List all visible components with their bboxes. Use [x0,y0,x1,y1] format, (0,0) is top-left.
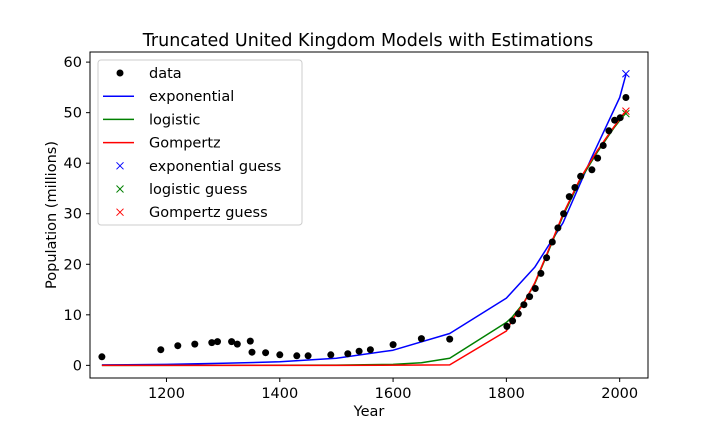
data-point [622,94,630,101]
data-point [509,317,517,325]
data-point [560,210,568,218]
data-point [599,142,607,149]
data-point [98,353,106,361]
data-point [565,193,573,201]
data-point [233,340,241,348]
y-tick-label: 10 [64,308,82,324]
data-point [157,346,165,354]
data-point [389,341,397,349]
legend-marker [116,161,124,170]
data-point [577,172,585,180]
data-point [514,310,522,318]
data-point [248,348,256,356]
data-point [304,352,312,360]
data-point [554,224,562,232]
legend-item-exponential-guess: exponential guess [116,159,281,175]
data-point [293,352,301,360]
legend-item-gompertz-guess: Gompertz guess [116,205,268,221]
legend-label: exponential guess [149,159,281,175]
data-point [355,347,363,355]
legend-label: logistic [149,112,200,128]
data-point [503,322,511,330]
legend-item-logistic-guess: logistic guess [116,182,247,198]
axes-frame [89,51,649,379]
guess-marker-gompertz-guess [622,107,630,115]
series-line-exponential [101,74,627,366]
legend-item-exponential: exponential [103,89,234,105]
data-point [214,338,221,346]
x-tick-label: 1600 [375,386,412,402]
legend-marker [116,185,124,193]
data-point [543,254,551,262]
legend-label: logistic guess [149,182,247,198]
data-point [417,335,425,343]
data-point [616,114,624,122]
legend-label: data [149,66,182,82]
data-point [262,349,270,357]
y-tick-label: 30 [64,207,82,223]
data-point [520,301,528,309]
data-point [366,346,374,354]
legend: data exponential logistic Gompertz exponenti… [97,59,303,226]
x-axis: 1200 1400 1600 1800 2000 [148,378,638,402]
data-point [191,340,199,348]
guess-marker-logistic-guess [622,109,630,118]
data-point [246,337,254,345]
data-point [611,116,619,124]
legend-item-logistic: logistic [103,112,200,128]
data-point [208,339,216,347]
data-point [531,285,539,292]
y-tick-label: 40 [64,156,82,172]
legend-marker [116,208,124,217]
data-point [526,293,534,301]
legend-item-data: data [116,66,182,82]
data-point [605,127,613,135]
guess-marker-exponential-guess [622,69,630,78]
series-line-gompertz [101,110,627,367]
data-point [594,154,602,162]
data-point [588,166,596,174]
y-tick-label: 0 [73,358,82,374]
y-tick-label: 50 [64,106,82,122]
y-axis-label: Population (millions) [44,141,60,289]
data-point [344,350,352,358]
data-point [174,342,182,350]
data-point [446,335,454,343]
x-tick-label: 1400 [261,386,298,402]
data-point [537,269,545,277]
x-tick-label: 1800 [488,386,525,402]
y-tick-label: 60 [64,55,82,71]
legend-marker [116,69,124,77]
legend-label: exponential [149,89,234,105]
data-point [228,338,236,346]
data-point [548,238,556,246]
legend-label: Gompertz [149,136,221,152]
data-point [276,351,284,359]
x-tick-label: 1200 [148,386,185,402]
x-axis-label: Year [353,404,385,420]
data-point [571,184,579,191]
chart-title: Truncated United Kingdom Models with Est… [142,31,593,51]
legend-box [97,59,303,226]
legend-item-gompertz: Gompertz [103,136,221,152]
legend-label: Gompertz guess [149,205,268,221]
y-tick-label: 20 [64,257,82,273]
data-point [327,351,335,359]
y-axis: 0 10 20 30 40 50 60 [64,55,90,374]
plot-area [98,69,630,367]
x-tick-label: 2000 [601,386,638,402]
